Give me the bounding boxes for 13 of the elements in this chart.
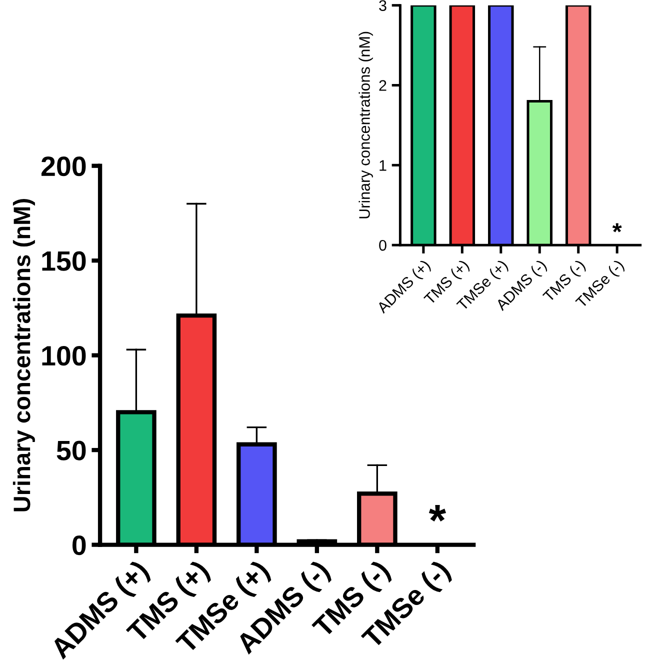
y-tick-label: 50: [56, 440, 86, 460]
y-tick-label: 1: [380, 160, 386, 171]
y-tick-label: 100: [42, 346, 86, 366]
annotation: *: [428, 504, 446, 522]
y-tick-label: 0: [72, 535, 86, 556]
y-tick-label: 2: [379, 80, 386, 91]
y-tick-label: 150: [42, 251, 86, 271]
y-axis-title: Urinary concentrations (nM): [358, 32, 373, 218]
y-tick-label: 0: [379, 240, 386, 251]
y-tick-label: 200: [41, 156, 86, 176]
y-axis-title: Urinary concentrations (nM): [12, 199, 35, 512]
y-tick-label: 3: [379, 0, 386, 12]
annotation: *: [612, 223, 622, 232]
